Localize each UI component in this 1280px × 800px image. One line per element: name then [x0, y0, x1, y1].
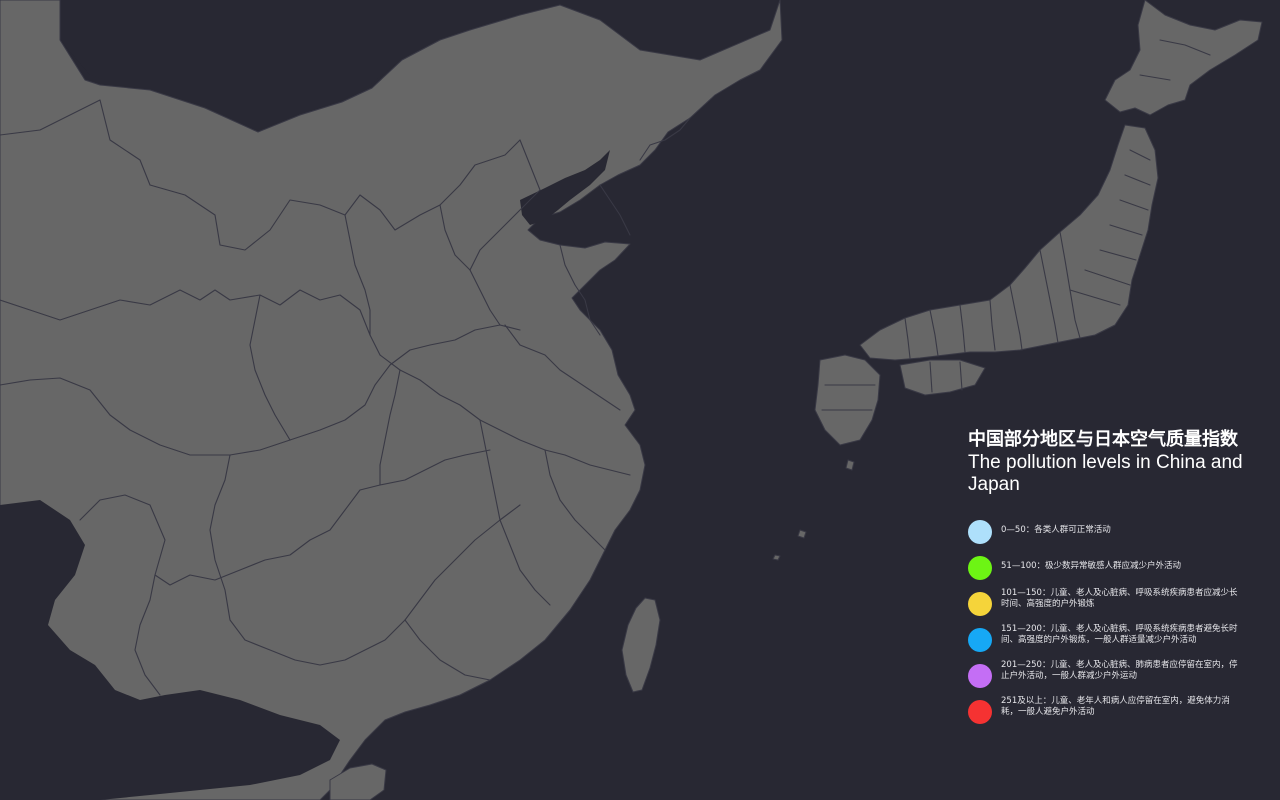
- land-china: [0, 0, 783, 800]
- legend-swatch-blue: [968, 628, 992, 652]
- china-province-borders: [0, 99, 691, 696]
- legend-label: 51—100：极少数异常敏感人群应减少户外活动: [1001, 561, 1182, 571]
- land-islands-south: [772, 459, 855, 561]
- legend-swatch-purple: [968, 664, 992, 688]
- legend-swatch-yellow: [968, 592, 992, 616]
- legend-label: 0—50：各类人群可正常活动: [1001, 525, 1111, 535]
- map-title-chinese: 中国部分地区与日本空气质量指数: [968, 429, 1238, 450]
- legend-item-aqi-251-plus: 251及以上：儿童、老年人和病人应停留在室内，避免体力消耗，一般人避免户外活动: [968, 694, 1248, 730]
- legend-item-aqi-101-150: 101—150：儿童、老人及心脏病、呼吸系统疾病患者应减少长时间、高强度的户外锻…: [968, 586, 1248, 622]
- land-taiwan: [621, 597, 661, 693]
- legend-item-aqi-151-200: 151—200：儿童、老人及心脏病、呼吸系统疾病患者避免长时间、高强度的户外锻炼…: [968, 622, 1248, 658]
- legend-item-aqi-51-100: 51—100：极少数异常敏感人群应减少户外活动: [968, 550, 1248, 586]
- legend-label: 151—200：儿童、老人及心脏病、呼吸系统疾病患者避免长时间、高强度的户外锻炼…: [1001, 624, 1238, 645]
- legend-swatch-red: [968, 700, 992, 724]
- legend-label: 251及以上：儿童、老年人和病人应停留在室内，避免体力消耗，一般人避免户外活动: [1001, 696, 1230, 717]
- legend-panel: 中国部分地区与日本空气质量指数 The pollution levels in …: [968, 428, 1248, 730]
- japan-prefecture-borders: [821, 39, 1211, 411]
- legend-item-aqi-0-50: 0—50：各类人群可正常活动: [968, 514, 1248, 550]
- land-hainan: [329, 763, 387, 800]
- land-shikoku: [899, 359, 986, 396]
- land-honshu: [859, 124, 1159, 361]
- land-hokkaido: [1104, 0, 1263, 116]
- legend-item-aqi-201-250: 201—250：儿童、老人及心脏病、肺病患者应停留在室内，停止户外活动，一般人群…: [968, 658, 1248, 694]
- region-southeast-asia: [0, 500, 340, 800]
- legend-swatch-green: [968, 556, 992, 580]
- legend-label: 101—150：儿童、老人及心脏病、呼吸系统疾病患者应减少长时间、高强度的户外锻…: [1001, 588, 1238, 609]
- land-kyushu: [814, 354, 881, 446]
- map-title-english: The pollution levels in China and Japan: [968, 452, 1243, 495]
- region-mongolia: [60, 0, 780, 130]
- legend-label: 201—250：儿童、老人及心脏病、肺病患者应停留在室内，停止户外活动，一般人群…: [1001, 660, 1238, 681]
- sea-bohai: [520, 150, 610, 225]
- legend-swatch-light-blue: [968, 520, 992, 544]
